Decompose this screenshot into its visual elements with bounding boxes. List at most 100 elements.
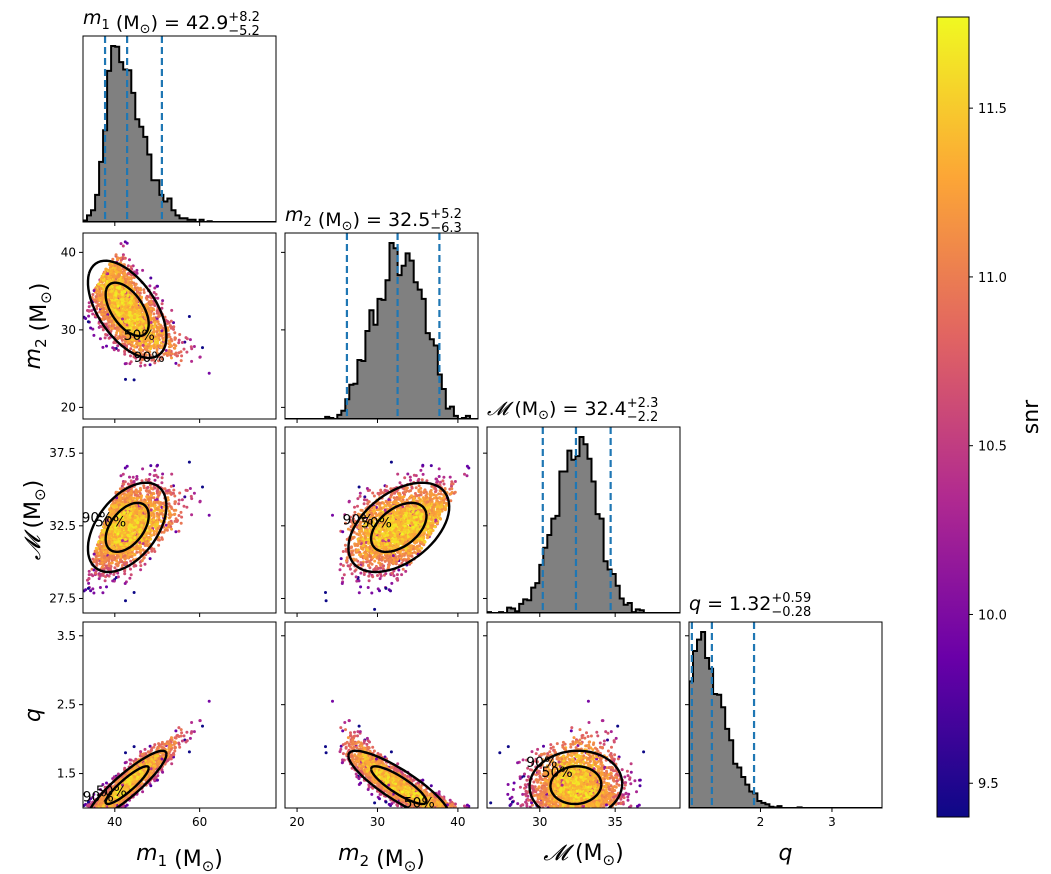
scatter-point: [172, 327, 175, 331]
scatter-point: [123, 524, 127, 528]
scatter-point: [207, 513, 211, 517]
scatter-point: [94, 295, 98, 299]
scatter-point: [110, 327, 114, 331]
scatter-point: [170, 308, 174, 312]
scatter-point: [129, 347, 133, 351]
scatter-point: [123, 362, 127, 366]
scatter-point: [157, 543, 161, 547]
scatter-point: [174, 361, 178, 365]
scatter-point: [109, 272, 112, 276]
scatter-point: [128, 283, 132, 287]
scatter-point: [190, 513, 194, 517]
scatter-point: [155, 340, 159, 344]
scatter-point: [133, 321, 137, 325]
scatter-point: [139, 496, 143, 500]
scatter-point: [150, 358, 154, 362]
scatter-point: [107, 277, 110, 281]
contour-90pct: [86, 259, 168, 360]
scatter-point: [149, 321, 153, 324]
scatter-point: [182, 504, 186, 508]
scatter-point: [102, 306, 105, 310]
scatter-point: [84, 588, 88, 592]
scatter-point: [124, 527, 128, 531]
scatter-point: [153, 321, 157, 325]
scatter-point: [125, 323, 129, 327]
scatter-point: [110, 554, 114, 558]
scatter-point: [120, 287, 124, 291]
scatter-point: [150, 549, 154, 553]
scatter-point: [91, 312, 95, 316]
scatter-point: [115, 267, 119, 271]
scatter-point: [123, 466, 127, 470]
scatter-point: [107, 316, 111, 320]
scatter-point: [192, 491, 196, 495]
scatter-point: [120, 531, 124, 535]
scatter-point: [124, 599, 127, 603]
scatter-point: [126, 294, 130, 298]
scatter-point: [100, 296, 104, 300]
scatter-point: [156, 526, 160, 530]
scatter-point: [157, 492, 161, 496]
scatter-point: [121, 330, 125, 334]
scatter-point: [110, 289, 114, 293]
scatter-point: [168, 511, 172, 515]
scatter-point: [139, 337, 143, 341]
scatter-point: [173, 494, 177, 498]
scatter-point: [130, 297, 134, 301]
scatter-point: [113, 264, 117, 267]
scatter-point: [174, 336, 177, 340]
scatter-point: [92, 289, 96, 293]
scatter-point: [112, 537, 116, 541]
scatter-point: [144, 515, 148, 519]
scatter-point: [150, 524, 154, 528]
scatter-point: [167, 332, 171, 336]
scatter-point: [150, 487, 154, 490]
scatter-point: [143, 508, 147, 512]
scatter-point: [144, 342, 148, 346]
scatter-point: [163, 528, 167, 532]
scatter-point: [120, 298, 124, 302]
scatter-point: [154, 292, 158, 296]
scatter-point: [129, 559, 133, 563]
scatter-point: [130, 550, 134, 554]
scatter-point: [106, 540, 110, 544]
scatter-point: [129, 354, 132, 358]
contour-label: 50%: [124, 328, 155, 344]
contour-50pct: [104, 281, 150, 338]
scatter-point: [153, 361, 157, 365]
scatter-point: [143, 336, 147, 340]
scatter-point: [89, 589, 93, 593]
scatter-point: [112, 304, 116, 308]
scatter-point: [137, 525, 141, 529]
scatter-point: [143, 316, 147, 320]
scatter-point: [142, 288, 146, 292]
scatter-point: [97, 572, 101, 576]
scatter-point: [141, 467, 145, 471]
scatter-point: [180, 498, 184, 502]
scatter-point: [138, 541, 142, 544]
scatter-point: [100, 538, 104, 542]
scatter-point: [156, 284, 159, 288]
scatter-point: [106, 518, 110, 522]
scatter-point: [125, 344, 129, 348]
scatter-point: [152, 474, 156, 478]
scatter-point: [122, 562, 126, 565]
scatter-point: [117, 313, 121, 317]
scatter-point: [160, 334, 164, 338]
scatter-point: [174, 517, 178, 521]
scatter-point: [112, 506, 116, 510]
scatter-point: [116, 344, 120, 348]
scatter-point: [185, 505, 189, 509]
scatter-point: [115, 529, 119, 533]
scatter-point: [173, 512, 177, 516]
scatter-point: [180, 354, 184, 358]
scatter-point: [152, 329, 156, 333]
scatter-point: [155, 522, 159, 526]
scatter-point: [153, 478, 157, 482]
scatter-point: [124, 280, 128, 284]
scatter-point: [143, 314, 147, 317]
scatter-point: [121, 293, 124, 296]
title-m2: m2 (M⊙) = 32.5+5.2 −6.3: [285, 204, 462, 236]
scatter-point: [120, 309, 124, 313]
